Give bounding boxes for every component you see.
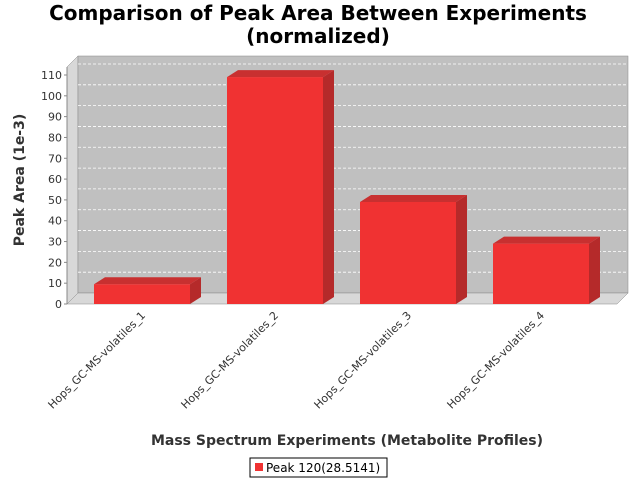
bar-side [190, 277, 201, 304]
y-tick-label: 100 [41, 90, 62, 103]
chart-title-line2: (normalized) [246, 24, 390, 48]
y-tick-label: 90 [48, 111, 62, 124]
y-tick-label: 80 [48, 131, 62, 144]
y-tick-label: 110 [41, 69, 62, 82]
y-tick-label: 0 [55, 298, 62, 311]
y-tick-label: 40 [48, 215, 62, 228]
bar-top [493, 236, 600, 244]
x-category-label: Hops_GC-MS-volatiles_3 [312, 309, 415, 412]
x-category-label: Hops_GC-MS-volatiles_1 [46, 309, 149, 412]
y-tick-label: 20 [48, 256, 62, 269]
grid-lines [78, 63, 628, 273]
y-axis-title: Peak Area (1e-3) [12, 114, 28, 247]
legend-box [249, 457, 388, 478]
legend: Peak 120(28.5141) [249, 457, 388, 478]
legend-swatch [255, 463, 263, 471]
y-tick-label: 60 [48, 173, 62, 186]
bar [227, 70, 334, 304]
x-category-label: Hops_GC-MS-volatiles_2 [179, 309, 282, 412]
x-axis-title: Mass Spectrum Experiments (Metabolite Pr… [151, 433, 543, 449]
bar-top [94, 277, 201, 285]
bar-side [323, 70, 334, 304]
y-tick-label: 50 [48, 194, 62, 207]
x-category-label: Hops_GC-MS-volatiles_4 [445, 309, 548, 412]
bar-front [94, 284, 190, 304]
chart-title-line1: Comparison of Peak Area Between Experime… [49, 1, 587, 25]
bar-top [360, 194, 467, 202]
y-tick-label: 70 [48, 152, 62, 165]
y-axis: 0 10 20 30 40 50 60 70 80 90 100 110 [41, 67, 68, 311]
bar-front [227, 77, 323, 304]
bar [360, 194, 467, 304]
legend-label: Peak 120(28.5141) [266, 461, 380, 475]
bar [94, 277, 201, 304]
y-tick-label: 10 [48, 277, 62, 290]
bar-top [227, 70, 334, 78]
bar-side [456, 194, 467, 304]
bar-front [360, 201, 456, 304]
plot-left-wall [66, 55, 79, 305]
x-axis-categories: Hops_GC-MS-volatiles_1 Hops_GC-MS-volatil… [46, 309, 548, 412]
bar-side [589, 236, 600, 304]
y-tick-label: 30 [48, 236, 62, 249]
bar-front [493, 243, 589, 304]
bar [493, 236, 600, 304]
bars [94, 70, 600, 304]
